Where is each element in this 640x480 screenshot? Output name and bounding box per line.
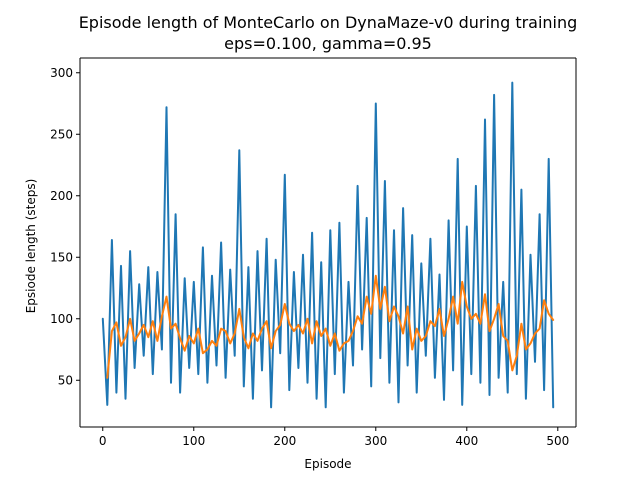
y-tick-label: 300	[50, 66, 73, 80]
x-tick-label: 0	[99, 434, 107, 448]
plot-area: 0 100 200 300 400 500 50 100 150 200 250 300	[50, 57, 577, 448]
y-tick-label: 50	[58, 373, 73, 387]
y-tick-label: 150	[50, 250, 73, 264]
y-tick-label: 200	[50, 189, 73, 203]
x-tick-label: 500	[546, 434, 569, 448]
y-axis-label: Epsiode length (steps)	[24, 179, 38, 314]
chart-subtitle: eps=0.100, gamma=0.95	[224, 34, 432, 53]
x-tick-label: 300	[364, 434, 387, 448]
x-axis-label: Episode	[304, 457, 351, 471]
x-tick-label: 100	[182, 434, 205, 448]
chart-title: Episode length of MonteCarlo on DynaMaze…	[79, 13, 578, 32]
x-tick-label: 400	[455, 434, 478, 448]
series-line-2	[106, 274, 555, 379]
y-tick-label: 250	[50, 127, 73, 141]
x-tick-label: 200	[273, 434, 296, 448]
series-line-1	[101, 81, 555, 409]
y-tick-label: 100	[50, 312, 73, 326]
